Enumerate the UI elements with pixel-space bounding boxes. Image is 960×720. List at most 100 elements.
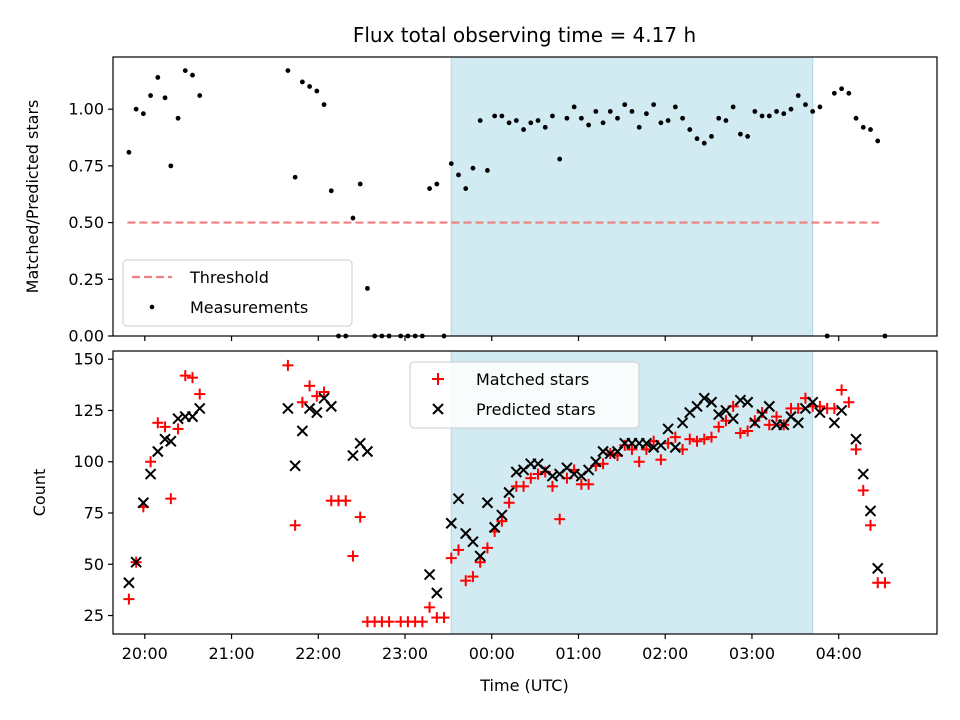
matched-legend-swatch	[432, 373, 444, 385]
measurement-point	[133, 106, 139, 112]
x-tick-label: 04:00	[816, 644, 862, 663]
predicted-legend-swatch	[432, 403, 444, 415]
measurement-point	[578, 115, 584, 121]
measurement-point	[564, 115, 570, 121]
measurement-point	[636, 124, 642, 130]
measurement-point	[687, 127, 693, 132]
measurement-point	[182, 68, 188, 74]
matched-star-point	[172, 423, 184, 435]
matched-star-point	[347, 550, 359, 562]
measurement-point	[810, 109, 816, 114]
bottom-y-tick-label: 75	[84, 504, 104, 523]
bottom-y-tick-label: 100	[73, 452, 104, 471]
matched-star-point	[311, 390, 323, 402]
matched-star-point	[354, 511, 366, 523]
measurement-point	[506, 120, 512, 126]
matched-star-point	[749, 415, 761, 427]
x-tick-label: 21:00	[208, 644, 254, 663]
predicted-legend-label: Predicted stars	[476, 400, 596, 419]
measurement-point	[752, 109, 758, 114]
chart-title: Flux total observing time = 4.17 h	[353, 23, 696, 47]
top-y-tick-label: 0.00	[68, 327, 104, 346]
top-legend-box	[122, 259, 353, 327]
predicted-star-point	[669, 441, 682, 454]
matched-star-point	[691, 435, 703, 447]
matched-star-point	[282, 359, 294, 371]
predicted-star-point	[857, 468, 869, 480]
measurement-point	[470, 165, 476, 171]
measurement-point	[701, 140, 707, 146]
predicted-star-point	[194, 402, 206, 415]
matched-star-point	[481, 542, 493, 554]
measurement-point	[672, 104, 678, 110]
measurement-point	[448, 161, 454, 167]
predicted-star-point	[647, 441, 660, 454]
top-y-axis-label: Matched/Predicted stars	[23, 100, 42, 294]
predicted-star-point	[361, 445, 374, 458]
matched-star-point	[843, 396, 855, 408]
predicted-star-point	[474, 550, 486, 562]
matched-star-point	[633, 456, 645, 468]
matched-star-point	[546, 480, 558, 492]
predicted-star-point	[431, 587, 443, 599]
x-tick-label: 00:00	[469, 644, 515, 663]
predicted-star-point	[850, 433, 862, 445]
measurement-point	[542, 124, 548, 130]
predicted-star-point	[137, 497, 150, 509]
matched-star-point	[626, 443, 638, 455]
measurement-point	[299, 79, 305, 85]
x-axis-label: Time (UTC)	[479, 676, 568, 695]
predicted-star-point	[172, 412, 184, 425]
top-y-tick-label: 0.50	[68, 213, 104, 232]
measurement-point	[680, 115, 685, 121]
matched-star-point	[554, 513, 566, 525]
predicted-star-point	[597, 445, 609, 458]
measurement-point	[535, 118, 541, 123]
measurement-point	[615, 115, 620, 121]
matched-star-point	[713, 421, 725, 433]
matched-star-point	[318, 386, 330, 398]
measurement-point	[868, 127, 873, 132]
matched-star-point	[756, 407, 768, 419]
predicted-star-point	[488, 521, 501, 534]
measurement-point	[485, 168, 490, 173]
measurement-point	[644, 111, 649, 117]
predicted-star-point	[806, 396, 819, 408]
predicted-star-point	[452, 492, 465, 505]
matched-star-point	[583, 478, 595, 490]
measurement-point	[190, 72, 195, 78]
predicted-star-points	[123, 392, 884, 599]
measurement-point	[853, 115, 859, 121]
matched-star-point	[857, 484, 869, 496]
matched-star-point	[705, 431, 717, 443]
matched-star-point	[792, 402, 804, 414]
measurement-point	[607, 109, 613, 114]
measurement-point	[622, 102, 628, 108]
matched-star-point	[145, 456, 157, 468]
predicted-star-point	[814, 406, 826, 419]
matched-star-point	[453, 544, 465, 556]
x-tick-label: 03:00	[729, 644, 775, 663]
measurement-point	[499, 113, 505, 119]
bottom-y-tick-label: 125	[73, 401, 104, 420]
predicted-star-point	[864, 505, 877, 517]
bottom-axis-ticks: 25 50 75 100 125 150 20:00 21:00 22:00 23:00 00:00…	[73, 350, 861, 663]
x-tick-label: 02:00	[642, 644, 688, 663]
measurement-point	[357, 181, 363, 187]
matched-star-point	[655, 454, 667, 466]
top-y-tick-label: 0.75	[68, 156, 104, 175]
matched-star-point	[503, 497, 515, 509]
measurement-point	[521, 127, 526, 132]
matched-star-point	[518, 480, 530, 492]
predicted-star-point	[590, 456, 602, 468]
measurement-point	[477, 118, 483, 123]
predicted-star-point	[676, 417, 689, 429]
matched-star-point	[296, 396, 308, 408]
predicted-star-point	[568, 468, 580, 480]
measurement-point	[774, 109, 779, 114]
measurement-point	[586, 122, 592, 128]
measurement-point	[350, 215, 356, 221]
measurement-point	[528, 120, 534, 126]
measurement-point	[307, 84, 313, 89]
predicted-star-point	[481, 497, 494, 509]
